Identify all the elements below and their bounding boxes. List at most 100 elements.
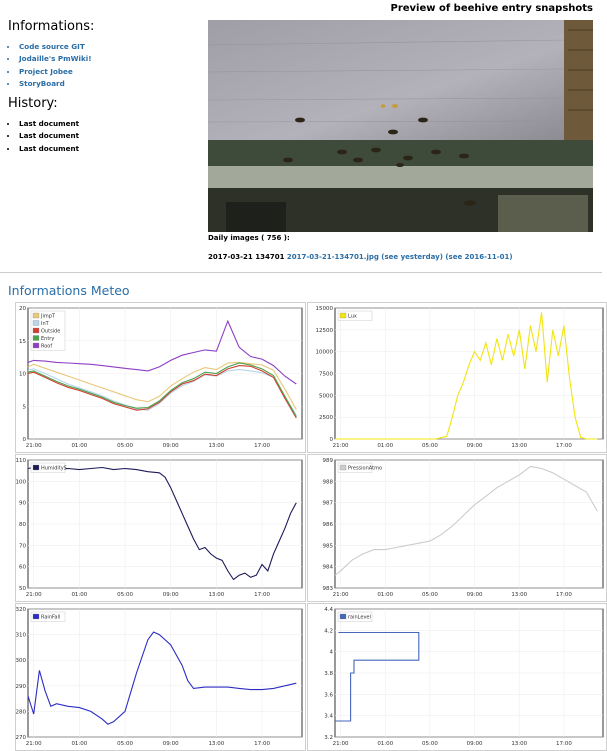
x-tick-label: 09:00: [467, 592, 483, 598]
y-tick-label: 90: [19, 501, 26, 507]
x-tick-label: 21:00: [26, 592, 42, 598]
legend-label: InT: [41, 321, 50, 327]
legend-swatch: [32, 613, 40, 620]
history-item[interactable]: Last document: [18, 143, 79, 155]
x-tick-label: 13:00: [208, 443, 224, 449]
x-tick-label: 01:00: [71, 592, 87, 598]
x-tick-label: 01:00: [377, 741, 393, 747]
legend-swatch: [32, 335, 40, 341]
x-tick-label: 21:00: [333, 741, 349, 747]
x-tick-label: 01:00: [71, 443, 87, 449]
series-line-lux: [335, 312, 598, 440]
snapshot-file-link[interactable]: 2017-03-21-134701.jpg: [286, 253, 379, 261]
legend-swatch: [32, 312, 40, 319]
chart-legend: RainFall: [30, 611, 66, 622]
y-tick-label: 0: [23, 437, 27, 443]
chart-panel-5: 270 280 290 300 310 320 21:00 01:00 05:00 09:00 13…: [15, 603, 306, 751]
series-line-outside: [27, 365, 297, 419]
legend-label: JimpT: [40, 314, 56, 320]
legend-box: [337, 462, 373, 473]
y-tick-label: 989: [323, 458, 334, 464]
legend-box: [337, 611, 373, 622]
see-date-link[interactable]: (see 2016-11-01): [445, 253, 513, 261]
page-title: Preview of beehive entry snapshots: [390, 3, 593, 14]
series-line-rainfall: [27, 631, 297, 725]
y-tick-label: 290: [16, 684, 27, 690]
legend-label: rainLevel: [348, 615, 371, 621]
y-tick-label: 280: [16, 709, 27, 715]
chart-panel-3: 50 60 70 80 90 100 110 21:00 01:00 05:00 09:00 13:0…: [15, 454, 306, 602]
legend-swatch: [339, 613, 347, 620]
legend-swatch: [32, 342, 40, 349]
y-tick-label: 4.4: [324, 607, 333, 613]
x-tick-label: 17:00: [254, 592, 270, 598]
x-tick-label: 13:00: [511, 741, 527, 747]
series-line-roof: [27, 319, 297, 385]
chart-frame: [15, 454, 306, 602]
x-tick-label: 05:00: [422, 443, 438, 449]
meteo-charts-svg: 0 5 10 15 20 21:00 01:00 05:00 09:00 13:00 17:00 Ji…: [15, 302, 607, 751]
legend-label: Entry: [41, 336, 54, 342]
x-tick-label: 13:00: [208, 592, 224, 598]
chart-legend: HumidityS: [30, 462, 67, 473]
see-yesterday-link[interactable]: (see yesterday): [381, 253, 443, 261]
history-item[interactable]: Last document: [18, 118, 79, 130]
link-pmwiki[interactable]: Jodaille's PmWiki!: [18, 53, 92, 65]
x-tick-label: 17:00: [556, 443, 572, 449]
y-tick-label: 10000: [316, 350, 334, 356]
x-tick-label: 17:00: [254, 443, 270, 449]
y-tick-label: 985: [323, 543, 334, 549]
chart-legend: PressionAtmo: [337, 462, 382, 473]
legend-label: Roof: [41, 344, 52, 350]
chart-panel-1: 0 5 10 15 20 21:00 01:00 05:00 09:00 13:00 17:00 Ji…: [15, 302, 306, 453]
legend-label: PressionAtmo: [348, 466, 382, 472]
y-tick-label: 50: [19, 586, 26, 592]
legend-box: [337, 310, 373, 321]
y-tick-label: 987: [323, 501, 334, 507]
chart-frame: [15, 603, 306, 751]
x-tick-label: 13:00: [511, 592, 527, 598]
y-tick-label: 15000: [316, 306, 334, 312]
legend-label: Outside: [41, 329, 60, 335]
x-tick-label: 01:00: [377, 443, 393, 449]
x-tick-label: 05:00: [117, 741, 133, 747]
chart-frame: [307, 454, 607, 602]
legend-label: HumidityS: [41, 466, 67, 472]
legend-swatch: [32, 320, 40, 326]
y-tick-label: 4: [330, 650, 334, 656]
informations-heading: Informations:: [8, 19, 95, 34]
y-tick-label: 300: [16, 658, 27, 664]
y-tick-label: 984: [323, 565, 334, 571]
x-tick-label: 09:00: [163, 741, 179, 747]
y-tick-label: 320: [16, 607, 27, 613]
legend-swatch: [32, 327, 40, 334]
series-line-pressionatmo: [334, 465, 598, 576]
y-tick-label: 988: [323, 479, 334, 485]
x-tick-label: 17:00: [556, 741, 572, 747]
x-tick-label: 01:00: [71, 741, 87, 747]
x-tick-label: 13:00: [511, 443, 527, 449]
legend-swatch: [339, 312, 347, 319]
y-tick-label: 4.2: [324, 628, 333, 634]
y-tick-label: 310: [16, 633, 27, 639]
link-code-source-git[interactable]: Code source GIT: [18, 41, 92, 53]
y-tick-label: 983: [323, 586, 334, 592]
history-list: Last document Last document Last documen…: [8, 118, 79, 155]
chart-legend: Lux: [337, 310, 373, 321]
y-tick-label: 10: [19, 372, 26, 378]
x-tick-label: 09:00: [467, 443, 483, 449]
y-tick-label: 0: [330, 437, 334, 443]
x-tick-label: 05:00: [422, 592, 438, 598]
series-line-jimpt: [27, 361, 297, 410]
history-item[interactable]: Last document: [18, 130, 79, 142]
chart-panel-2: 0 2500 5000 7500 10000 12500 15000 21:00 01:00 05…: [307, 302, 607, 453]
y-tick-label: 270: [16, 735, 27, 741]
informations-link-list: Code source GIT Jodaille's PmWiki! Proje…: [8, 41, 92, 91]
x-tick-label: 09:00: [163, 443, 179, 449]
y-tick-label: 986: [323, 522, 334, 528]
link-storyboard[interactable]: StoryBoard: [18, 78, 92, 90]
x-tick-label: 09:00: [163, 592, 179, 598]
y-tick-label: 20: [19, 306, 26, 312]
x-tick-label: 05:00: [117, 443, 133, 449]
link-project-jobee[interactable]: Project Jobee: [18, 66, 92, 78]
